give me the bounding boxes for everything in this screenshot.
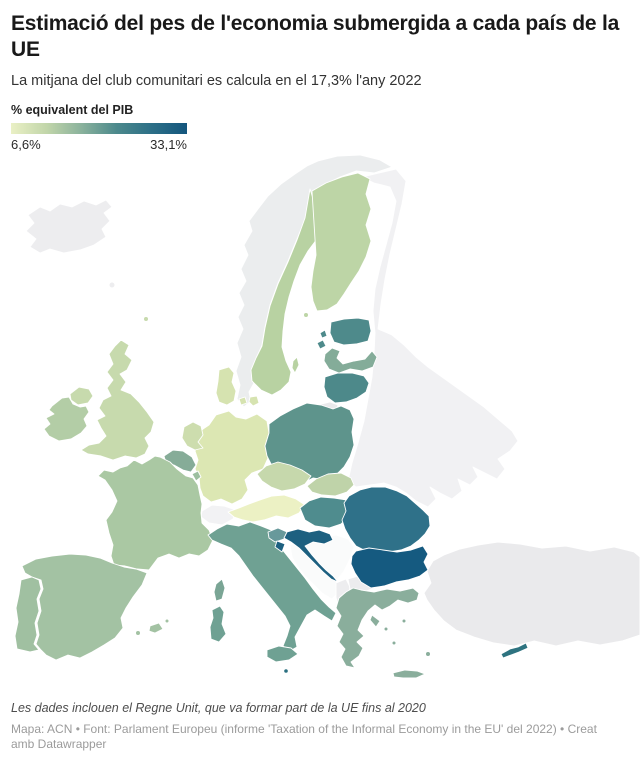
legend-max-value: 33,1% [150, 137, 187, 152]
faroe-islands [109, 282, 115, 288]
country-slovakia[interactable] [306, 472, 355, 497]
country-croatia[interactable] [283, 528, 339, 583]
country-latvia[interactable] [323, 347, 378, 374]
europe-choropleth-map [14, 154, 640, 679]
map-byline: Mapa: ACN • Font: Parlament Europeu (inf… [11, 722, 597, 751]
country-bulgaria[interactable] [350, 545, 429, 589]
map-footnote: Les dades inclouen el Regne Unit, que va… [11, 701, 426, 715]
aegean-island [384, 627, 388, 631]
island-zealand [248, 395, 260, 407]
island-gotland [291, 356, 300, 374]
island-funen [238, 396, 248, 406]
island-rhodes [426, 652, 430, 656]
island-sicily [266, 645, 299, 663]
page-title: Estimació del pes de l'economia submergi… [11, 12, 620, 61]
country-germany[interactable] [194, 410, 270, 505]
country-netherlands[interactable] [181, 421, 204, 451]
color-legend: % equivalent del PIB 6,6% 33,1% [11, 103, 629, 152]
island-mallorca [148, 622, 164, 634]
country-greece[interactable] [335, 587, 420, 669]
island-hiiumaa [319, 329, 328, 339]
country-cyprus[interactable] [500, 642, 529, 659]
island-shetland [144, 317, 148, 321]
country-malta[interactable] [284, 669, 288, 673]
country-estonia[interactable] [329, 317, 372, 346]
legend-label: % equivalent del PIB [11, 103, 134, 117]
page-subtitle: La mitjana del club comunitari es calcul… [11, 73, 422, 89]
legend-gradient-bar [11, 123, 187, 134]
country-sweden[interactable] [250, 188, 318, 396]
island-aland [304, 313, 308, 317]
country-romania[interactable] [341, 486, 431, 553]
island-saaremaa [316, 339, 327, 350]
island-menorca [165, 619, 169, 623]
country-ireland[interactable] [43, 396, 90, 442]
island-ibiza [136, 631, 140, 635]
country-slovenia[interactable] [267, 527, 288, 543]
country-finland[interactable] [310, 172, 372, 312]
country-turkey[interactable] [423, 541, 640, 647]
region-russia-belarus-ukraine [347, 168, 519, 508]
island-crete [392, 669, 426, 679]
region-northern-ireland [69, 386, 94, 406]
island-sardinia [209, 605, 227, 643]
country-spain[interactable] [21, 553, 148, 661]
country-iceland[interactable] [25, 199, 113, 254]
island-euboea [369, 614, 381, 628]
legend-min-value: 6,6% [11, 137, 41, 152]
country-switzerland[interactable] [200, 504, 237, 526]
country-lithuania[interactable] [323, 372, 370, 404]
country-uk[interactable] [80, 339, 155, 461]
country-portugal[interactable] [14, 576, 42, 653]
country-luxembourg[interactable] [191, 470, 202, 482]
country-france[interactable] [97, 455, 214, 571]
country-denmark[interactable] [215, 366, 237, 406]
region-istria [274, 540, 286, 553]
country-czechia[interactable] [256, 461, 312, 492]
island-corsica [213, 578, 226, 602]
aegean-island [402, 619, 406, 623]
aegean-island [392, 641, 396, 645]
